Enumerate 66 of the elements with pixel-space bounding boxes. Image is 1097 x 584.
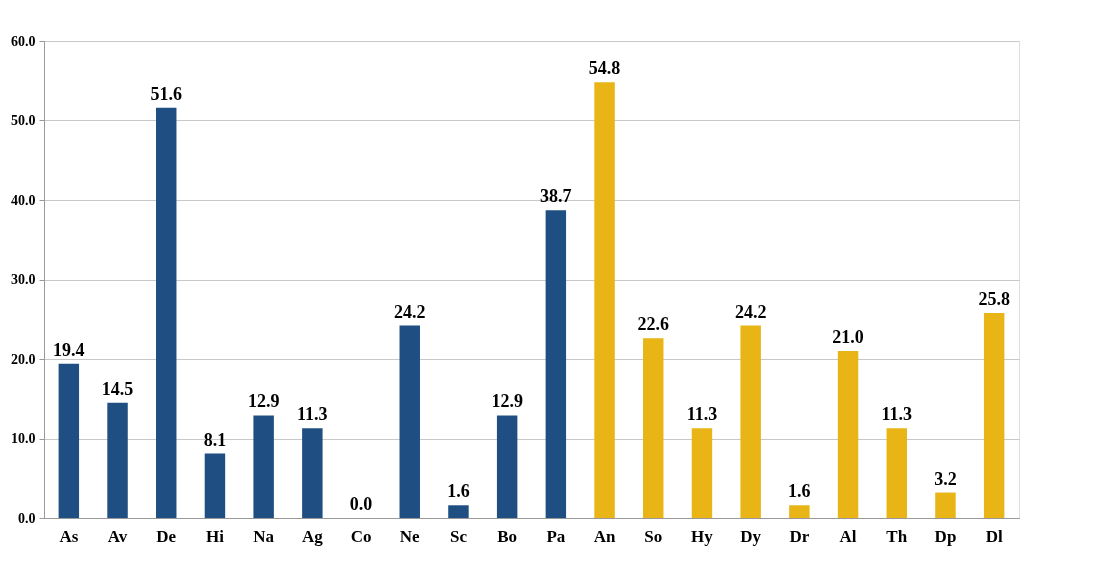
bar <box>935 492 956 518</box>
bar <box>204 453 226 518</box>
data-label: 12.9 <box>491 391 523 412</box>
data-label: 1.6 <box>447 481 470 502</box>
data-label: 51.6 <box>150 83 182 104</box>
y-tick-label: 40.0 <box>11 192 36 208</box>
x-tick-label: De <box>156 526 177 546</box>
bar <box>691 428 713 518</box>
data-label: 54.8 <box>588 58 621 79</box>
bar <box>302 428 323 518</box>
bar <box>594 82 615 518</box>
data-label: 19.4 <box>53 339 85 360</box>
x-tick-label: Av <box>107 526 128 546</box>
x-tick-label: As <box>59 526 79 546</box>
data-label: 1.6 <box>788 481 811 502</box>
x-tick-label: Hy <box>691 526 714 546</box>
bar <box>837 351 859 518</box>
data-label: 11.3 <box>686 404 718 425</box>
data-label: 11.3 <box>297 404 328 425</box>
x-tick-label: An <box>593 526 616 546</box>
x-tick-label: Ag <box>301 526 324 546</box>
x-tick-label: Na <box>253 526 275 546</box>
x-tick-label: Al <box>839 526 857 546</box>
x-tick-label: Dy <box>740 526 762 546</box>
x-tick-label: Hi <box>205 526 225 546</box>
bar <box>496 415 518 518</box>
bar <box>983 312 1005 518</box>
bar <box>643 338 664 518</box>
bar <box>789 505 810 518</box>
data-label: 24.2 <box>734 301 767 322</box>
y-tick-label: 20.0 <box>11 351 36 367</box>
data-label: 14.5 <box>101 378 134 399</box>
bar <box>253 415 274 518</box>
x-tick-label: Bo <box>497 526 518 546</box>
data-label: 38.7 <box>540 186 572 207</box>
y-tick-label: 30.0 <box>11 272 36 287</box>
y-tick-label: 10.0 <box>11 431 36 446</box>
bar <box>448 505 469 518</box>
x-tick-label: Ne <box>399 526 421 546</box>
x-tick-label: Sc <box>449 526 468 546</box>
bar <box>156 107 177 518</box>
data-label: 25.8 <box>978 288 1010 309</box>
data-label: 11.3 <box>881 404 913 425</box>
x-tick-label: Pa <box>546 526 566 546</box>
y-tick-label: 50.0 <box>11 113 36 128</box>
data-label: 8.1 <box>203 429 227 450</box>
x-tick-label: Dl <box>985 526 1003 546</box>
bar <box>740 325 761 518</box>
data-label: 21.0 <box>832 327 864 348</box>
data-label: 12.9 <box>247 391 280 412</box>
data-label: 3.2 <box>934 468 957 489</box>
data-label: 0.0 <box>349 494 373 514</box>
data-label: 24.2 <box>394 301 426 322</box>
x-tick-label: Dr <box>789 526 810 546</box>
bar <box>545 210 567 518</box>
y-tick-label: 60.0 <box>11 33 36 49</box>
x-tick-label: Dp <box>934 526 957 546</box>
bar <box>58 363 80 518</box>
x-tick-label: Co <box>350 526 372 546</box>
bar <box>107 402 128 518</box>
bar <box>399 325 420 518</box>
x-tick-label: So <box>644 526 663 546</box>
y-tick-label: 0.0 <box>18 510 36 526</box>
bar <box>886 428 907 518</box>
data-label: 22.6 <box>637 314 669 335</box>
x-tick-label: Th <box>886 526 908 546</box>
